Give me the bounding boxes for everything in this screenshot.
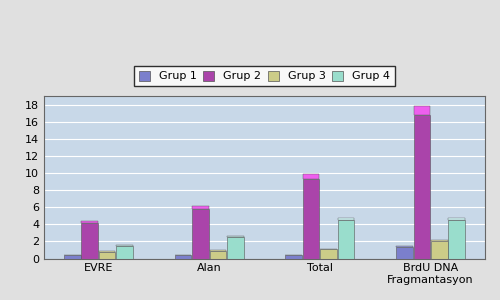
Bar: [82, 223, 98, 259]
Bar: [192, 209, 208, 259]
Bar: [210, 250, 226, 251]
Bar: [396, 247, 413, 259]
Bar: [448, 218, 465, 220]
Bar: [64, 255, 80, 259]
Bar: [116, 246, 133, 259]
Bar: [82, 220, 98, 223]
Bar: [99, 251, 116, 252]
Bar: [396, 246, 413, 247]
Bar: [338, 218, 354, 220]
Bar: [303, 174, 320, 179]
Bar: [175, 255, 192, 259]
Bar: [286, 255, 302, 259]
Bar: [227, 237, 244, 259]
Bar: [192, 206, 208, 209]
Bar: [303, 179, 320, 259]
Bar: [414, 106, 430, 115]
Bar: [338, 220, 354, 259]
Bar: [99, 252, 116, 259]
Bar: [227, 236, 244, 237]
Bar: [431, 240, 448, 242]
Bar: [320, 249, 337, 259]
Bar: [431, 242, 448, 259]
Bar: [414, 115, 430, 259]
Bar: [210, 251, 226, 259]
Bar: [116, 245, 133, 246]
Legend: Grup 1, Grup 2, Grup 3, Grup 4: Grup 1, Grup 2, Grup 3, Grup 4: [134, 66, 395, 86]
Bar: [448, 220, 465, 259]
